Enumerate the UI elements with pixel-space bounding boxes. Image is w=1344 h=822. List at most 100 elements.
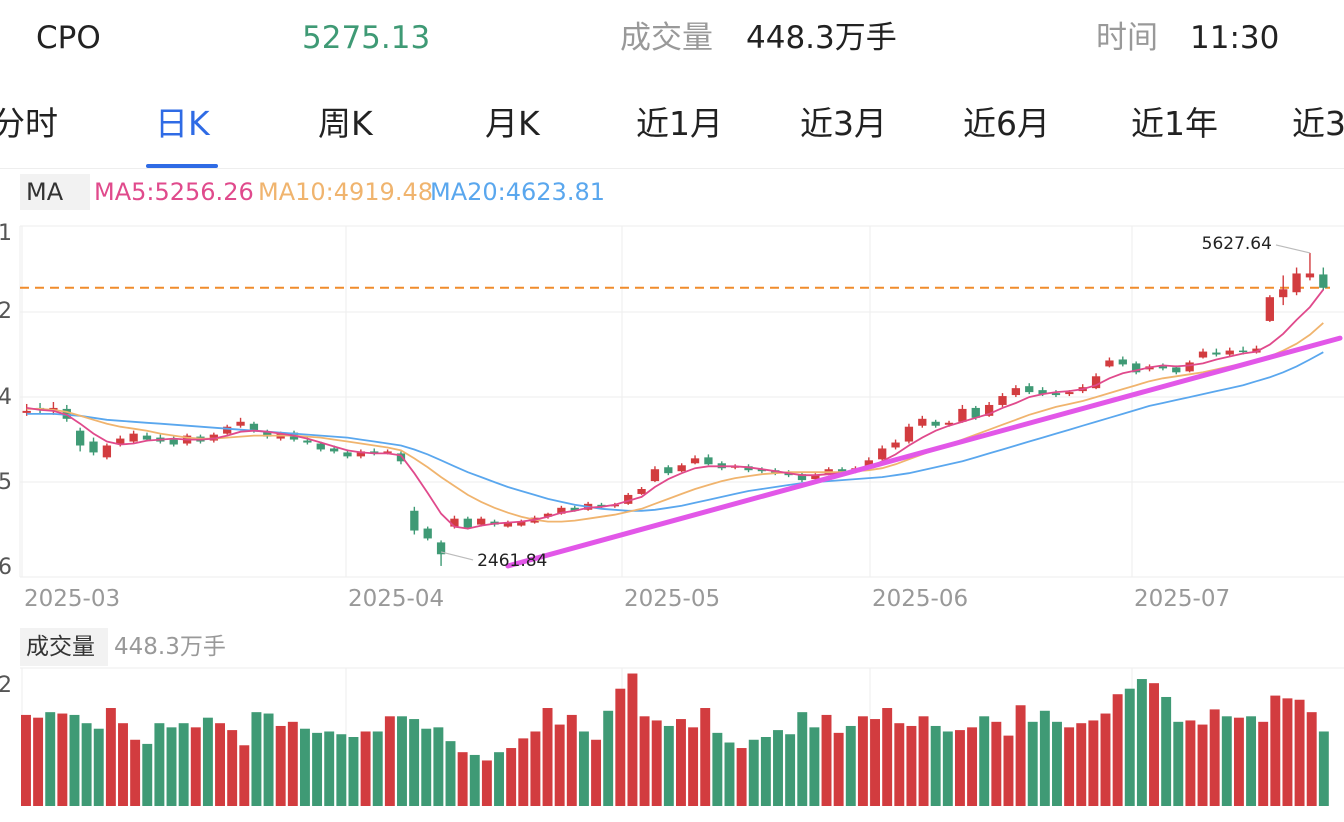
candle-body	[557, 507, 566, 514]
candle-body	[1185, 362, 1194, 372]
candle-body	[971, 407, 980, 418]
candle-body	[22, 410, 31, 413]
volume-bar	[1052, 721, 1062, 806]
volume-bar	[627, 673, 638, 806]
tab-intraday[interactable]: 分时	[0, 104, 58, 143]
candle-body	[543, 513, 553, 517]
volume-bar	[445, 741, 456, 806]
trendline	[505, 335, 1343, 569]
candle-body	[1158, 366, 1168, 369]
volume-bar	[578, 731, 589, 806]
volume-bar	[979, 716, 990, 806]
volume-bar	[130, 739, 141, 806]
candle-body	[690, 458, 700, 464]
candle-body	[236, 421, 245, 426]
volume-bar	[1076, 723, 1087, 806]
candle-body	[677, 465, 686, 472]
tab-weekly-k[interactable]: 周K	[318, 104, 373, 143]
candle-body	[1292, 273, 1301, 293]
volume-bar	[239, 745, 250, 806]
volume-bar	[736, 748, 747, 806]
candle-body	[396, 453, 406, 462]
y-axis-ticks: 1 2 4 5 6 2	[0, 221, 12, 698]
candle-body	[1038, 390, 1047, 395]
low-annotation-leader	[440, 551, 474, 561]
volume-bar	[663, 725, 674, 806]
candle-body	[129, 433, 138, 442]
y-tick-label: 6	[0, 555, 12, 580]
ma20-line	[26, 351, 1324, 512]
volume-bar	[457, 752, 468, 806]
candle-body	[837, 469, 847, 474]
candle-body	[249, 423, 259, 431]
volume-bar	[1112, 694, 1123, 806]
volume-bar	[202, 717, 213, 806]
volume-bar	[421, 728, 432, 806]
candle-body	[102, 445, 112, 458]
tab-1-month[interactable]: 近1月	[636, 104, 723, 143]
candle-body	[650, 469, 660, 482]
volume-bar	[118, 723, 128, 806]
volume-bar	[190, 727, 201, 806]
volume-bar	[409, 719, 420, 806]
volume-bar	[518, 738, 529, 806]
volume-bar	[1124, 688, 1135, 806]
volume-bar	[105, 708, 116, 806]
candle-body	[931, 421, 940, 426]
active-tab-indicator	[146, 164, 218, 168]
volume-value: 448.3万手	[746, 20, 897, 56]
volume-bar	[57, 713, 68, 806]
volume-legend-tag[interactable]: 成交量	[20, 628, 108, 666]
candle-body	[303, 440, 312, 443]
volume-bar	[724, 742, 735, 806]
candle-body	[1319, 274, 1328, 288]
tab-3-months[interactable]: 近3月	[800, 104, 887, 143]
index-name: CPO	[36, 20, 101, 56]
tab-monthly-k[interactable]: 月K	[485, 104, 540, 143]
candle-body	[904, 426, 914, 442]
volume-bar	[1246, 716, 1257, 806]
volume-bar	[227, 730, 238, 806]
volume-bar	[494, 752, 504, 806]
volume-bar	[287, 721, 298, 806]
volume-bar	[676, 719, 686, 806]
candle-body	[1265, 297, 1274, 321]
volume-bar	[372, 731, 383, 806]
tab-daily-k[interactable]: 日K	[155, 104, 210, 143]
volume-bar	[773, 730, 783, 806]
tab-1-year[interactable]: 近1年	[1131, 104, 1218, 143]
candle-body	[223, 426, 232, 434]
volume-bar	[336, 734, 347, 806]
low-annotation: 2461.84	[477, 551, 547, 571]
volume-bar	[566, 714, 577, 806]
candle-body	[1065, 392, 1074, 395]
candle-body	[878, 448, 887, 460]
tab-6-months[interactable]: 近6月	[963, 104, 1050, 143]
volume-bar	[69, 714, 80, 806]
volume-bar	[154, 723, 165, 806]
volume-bar	[1015, 705, 1026, 806]
candle-body	[503, 522, 513, 527]
x-tick-label: 2025-06	[872, 586, 968, 612]
volume-bar	[1185, 720, 1196, 806]
candle-body	[263, 431, 272, 437]
volume-legend-value: 448.3万手	[114, 634, 226, 660]
ma-legend-tag[interactable]: MA	[20, 174, 90, 210]
high-annotation: 5627.64	[1202, 234, 1272, 254]
candle-body	[891, 442, 900, 448]
volume-bar	[991, 721, 1002, 806]
volume-bar	[506, 748, 517, 806]
candle-body	[436, 542, 446, 555]
volume-bar	[1003, 735, 1014, 806]
volume-bar	[251, 712, 262, 806]
candle-body	[1105, 360, 1114, 367]
volume-bar	[1197, 724, 1208, 806]
candle-body	[142, 435, 152, 440]
volume-bar	[275, 725, 286, 806]
volume-bar	[954, 730, 965, 806]
index-price: 5275.13	[302, 20, 431, 56]
tab-3-years[interactable]: 近3	[1292, 104, 1344, 143]
volume-bar	[312, 732, 323, 806]
volume-label: 成交量	[620, 20, 713, 56]
